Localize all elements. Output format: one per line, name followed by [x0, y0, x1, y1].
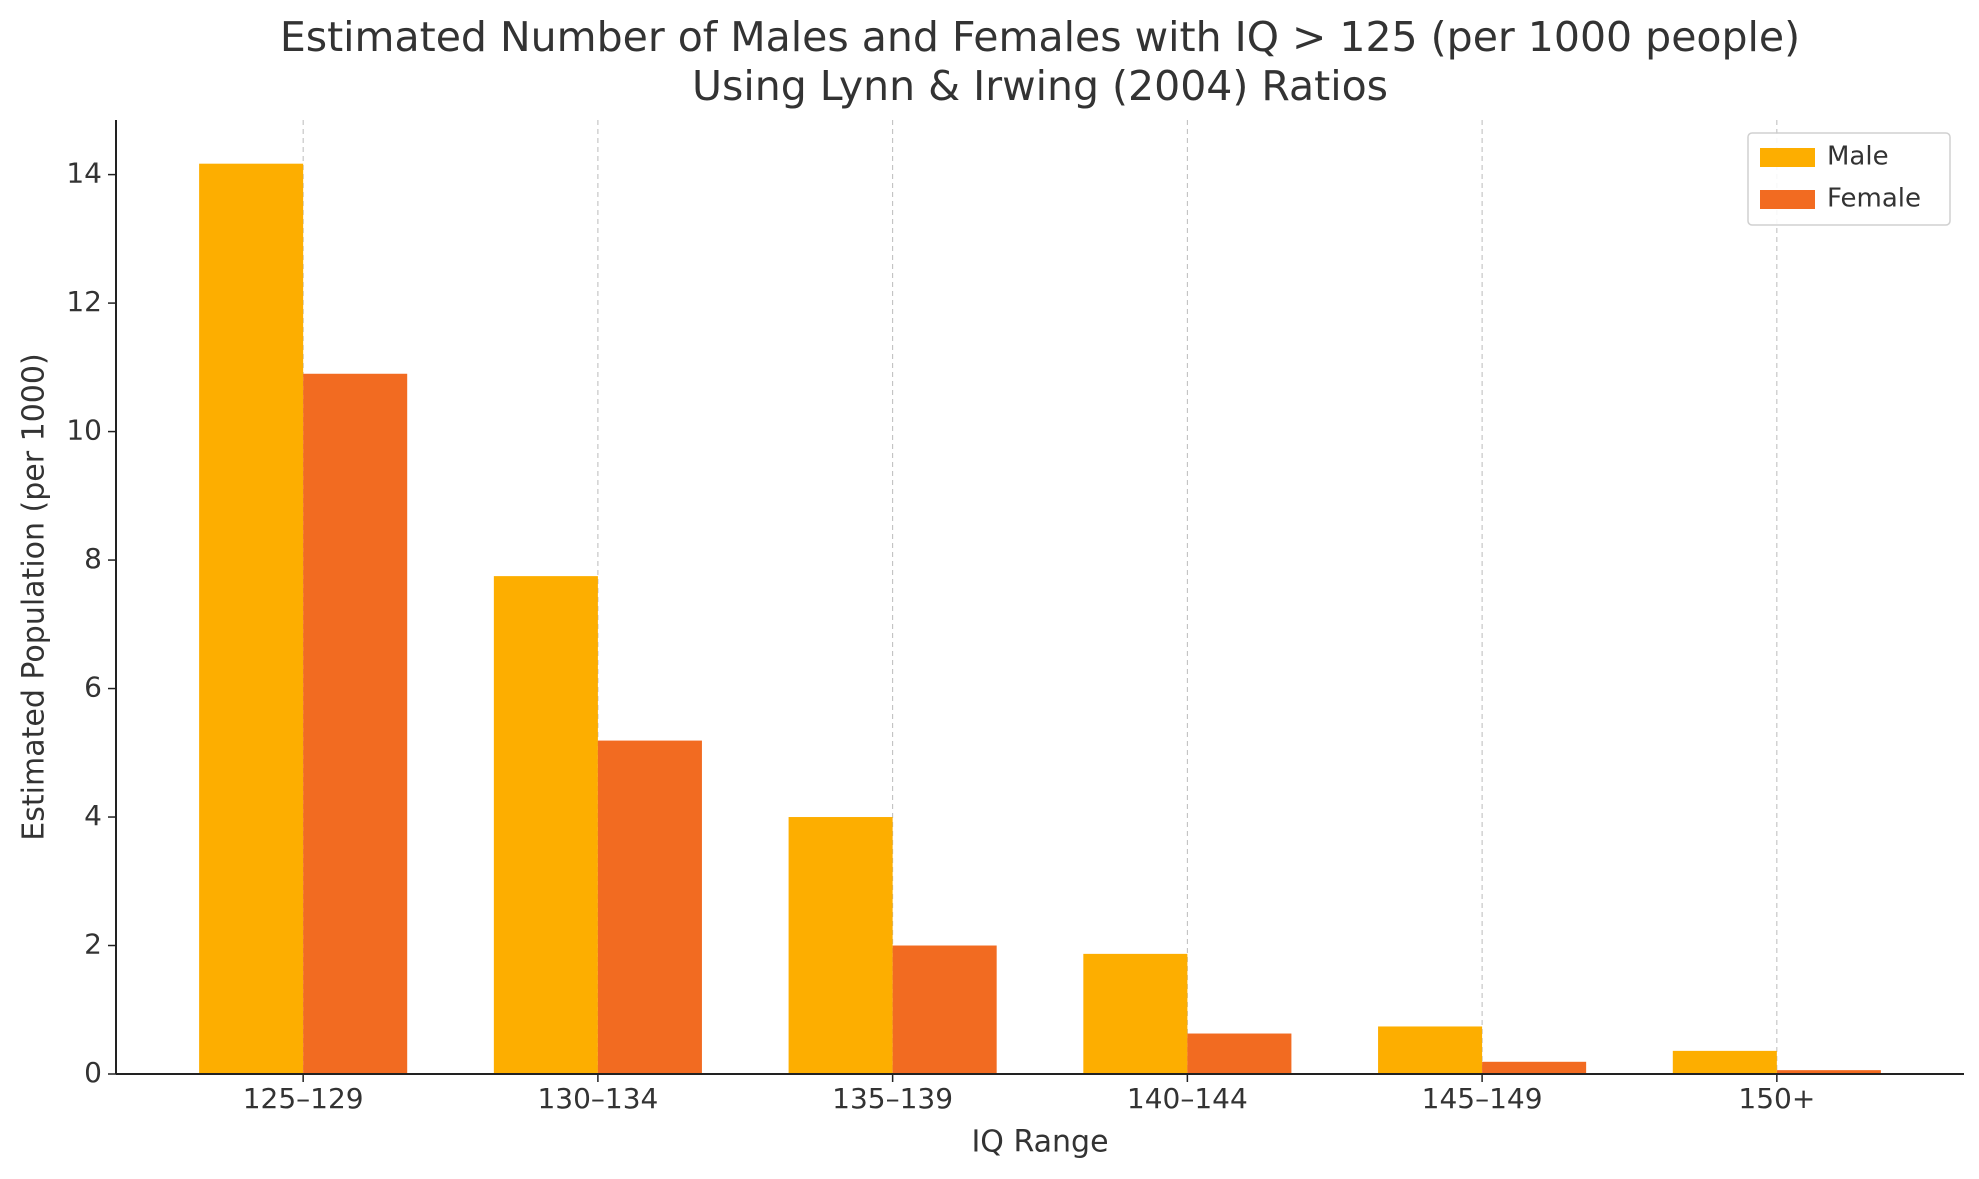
legend-label: Male	[1827, 142, 1889, 172]
y-tick-label: 0	[84, 1056, 102, 1089]
y-tick-label: 12	[66, 285, 102, 318]
bar	[303, 373, 408, 1074]
legend-label: Female	[1827, 184, 1921, 214]
bar	[597, 740, 702, 1074]
chart-title: Estimated Number of Males and Females wi…	[280, 13, 1800, 61]
chart-title: Using Lynn & Irwing (2004) Ratios	[692, 62, 1388, 110]
x-tick-label: 145–149	[1422, 1082, 1543, 1115]
y-tick-label: 10	[66, 414, 102, 447]
x-tick-label: 130–134	[537, 1082, 658, 1115]
bar	[1672, 1050, 1777, 1074]
y-tick-label: 2	[84, 928, 102, 961]
legend-swatch	[1760, 148, 1815, 167]
bar	[1482, 1061, 1587, 1074]
y-axis-label: Estimated Population (per 1000)	[17, 353, 52, 840]
bar	[892, 945, 997, 1074]
legend-swatch	[1760, 190, 1815, 209]
x-tick-label: 125–129	[243, 1082, 364, 1115]
x-tick-label: 135–139	[832, 1082, 953, 1115]
x-tick-label: 140–144	[1127, 1082, 1248, 1115]
bar	[1083, 953, 1188, 1074]
bar	[199, 163, 304, 1075]
bar	[1187, 1033, 1292, 1074]
x-axis-label: IQ Range	[971, 1125, 1108, 1160]
y-tick-label: 4	[84, 799, 102, 832]
x-tick-label: 150+	[1738, 1082, 1815, 1115]
y-tick-label: 8	[84, 542, 102, 575]
y-tick-label: 6	[84, 671, 102, 704]
y-tick-label: 14	[66, 157, 102, 190]
bar	[1378, 1026, 1483, 1074]
bar	[493, 576, 598, 1074]
bar	[788, 817, 893, 1074]
bar	[1776, 1070, 1881, 1074]
